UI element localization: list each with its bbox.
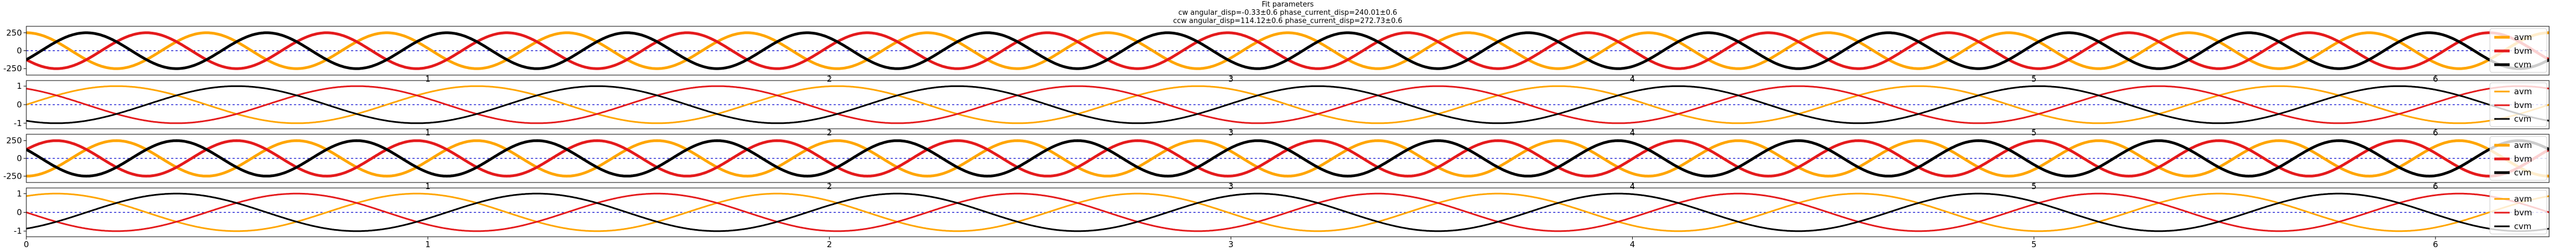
y-tick-label: -250 (3, 171, 22, 181)
y-tick-label: 250 (6, 136, 22, 146)
legend: avm bvm cvm (2489, 82, 2547, 127)
x-tick-label: 0 (24, 239, 29, 249)
legend-label-cvm: cvm (2514, 168, 2532, 178)
x-tick-label: 1 (425, 239, 431, 249)
x-tick-label: 4 (1630, 74, 1635, 84)
legend-label-bvm: bvm (2514, 46, 2532, 56)
y-tick-label: 1 (16, 189, 22, 198)
y-tick-label: 250 (6, 28, 22, 38)
x-tick-label: 1 (425, 128, 431, 138)
series-line-bvm (26, 192, 2549, 232)
x-tick-label: 5 (2031, 181, 2037, 191)
legend-label-bvm: bvm (2514, 100, 2532, 110)
legend-label-bvm: bvm (2514, 208, 2532, 218)
legend-label-avm: avm (2514, 194, 2532, 204)
x-tick-label: 3 (1228, 239, 1234, 249)
x-tick-label: 6 (2433, 74, 2438, 84)
title-line-1: Fit parameters (1262, 1, 1314, 9)
x-tick-label: 2 (826, 181, 832, 191)
y-tick-label: 1 (16, 81, 22, 91)
x-tick-label: 5 (2031, 74, 2037, 84)
x-tick-label: 5 (2031, 128, 2037, 138)
y-tick-label: 0 (16, 46, 22, 56)
legend: avm bvm cvm (2489, 190, 2547, 235)
series-line-bvm (26, 85, 2549, 124)
x-tick-label: 2 (826, 128, 832, 138)
legend-label-avm: avm (2514, 87, 2532, 96)
y-tick-label: 0 (16, 100, 22, 110)
series-line-cvm (26, 139, 2549, 178)
series-line-cvm (26, 192, 2549, 232)
legend-label-cvm: cvm (2514, 60, 2532, 70)
legend-box (2489, 190, 2547, 235)
series-line-cvm (26, 85, 2549, 124)
x-tick-label: 3 (1228, 74, 1234, 84)
legend: avm bvm cvm (2489, 136, 2547, 181)
legend-label-avm: avm (2514, 140, 2532, 150)
x-tick-label: 4 (1630, 239, 1635, 249)
x-tick-label: 2 (826, 74, 832, 84)
x-tick-label: 1 (425, 181, 431, 191)
x-tick-label: 6 (2433, 181, 2438, 191)
legend-box (2489, 136, 2547, 181)
y-tick-label: 0 (16, 153, 22, 163)
series-line-avm (26, 85, 2549, 124)
legend-label-bvm: bvm (2514, 154, 2532, 164)
x-tick-label: 5 (2031, 239, 2037, 249)
y-tick-label: -250 (3, 64, 22, 73)
x-tick-label: 6 (2433, 128, 2438, 138)
chart-title: Fit parameters cw angular_disp=-0.33±0.6… (1173, 1, 1402, 25)
series-line-avm (26, 192, 2549, 232)
panel-top-cw-currents: 250 0 -250 1 2 3 4 5 6 avm bvm cvm (3, 26, 2550, 84)
legend-box (2489, 28, 2547, 73)
title-line-2: cw angular_disp=-0.33±0.6 phase_current_… (1178, 9, 1397, 17)
x-tick-label: 2 (826, 239, 832, 249)
x-tick-label: 3 (1228, 181, 1234, 191)
x-tick-label: 4 (1630, 181, 1635, 191)
title-line-3: ccw angular_disp=114.12±0.6 phase_curren… (1173, 17, 1402, 25)
legend: avm bvm cvm (2489, 28, 2547, 73)
legend-box (2489, 82, 2547, 127)
x-tick-label: 1 (425, 74, 431, 84)
x-tick-label: 6 (2433, 239, 2438, 249)
panel-cw-normalized: 1 0 -1 1 2 3 4 5 6 avm bvm cvm (14, 80, 2550, 138)
y-tick-label: 0 (16, 208, 22, 218)
y-tick-label: -1 (14, 226, 22, 236)
series-line-cvm (26, 31, 2549, 70)
legend-label-cvm: cvm (2514, 114, 2532, 124)
panel-ccw-currents: 250 0 -250 1 2 3 4 5 6 avm bvm cvm (3, 134, 2550, 191)
legend-label-avm: avm (2514, 32, 2532, 42)
y-tick-label: -1 (14, 118, 22, 128)
x-tick-label: 3 (1228, 128, 1234, 138)
x-tick-label: 4 (1630, 128, 1635, 138)
legend-label-cvm: cvm (2514, 221, 2532, 231)
